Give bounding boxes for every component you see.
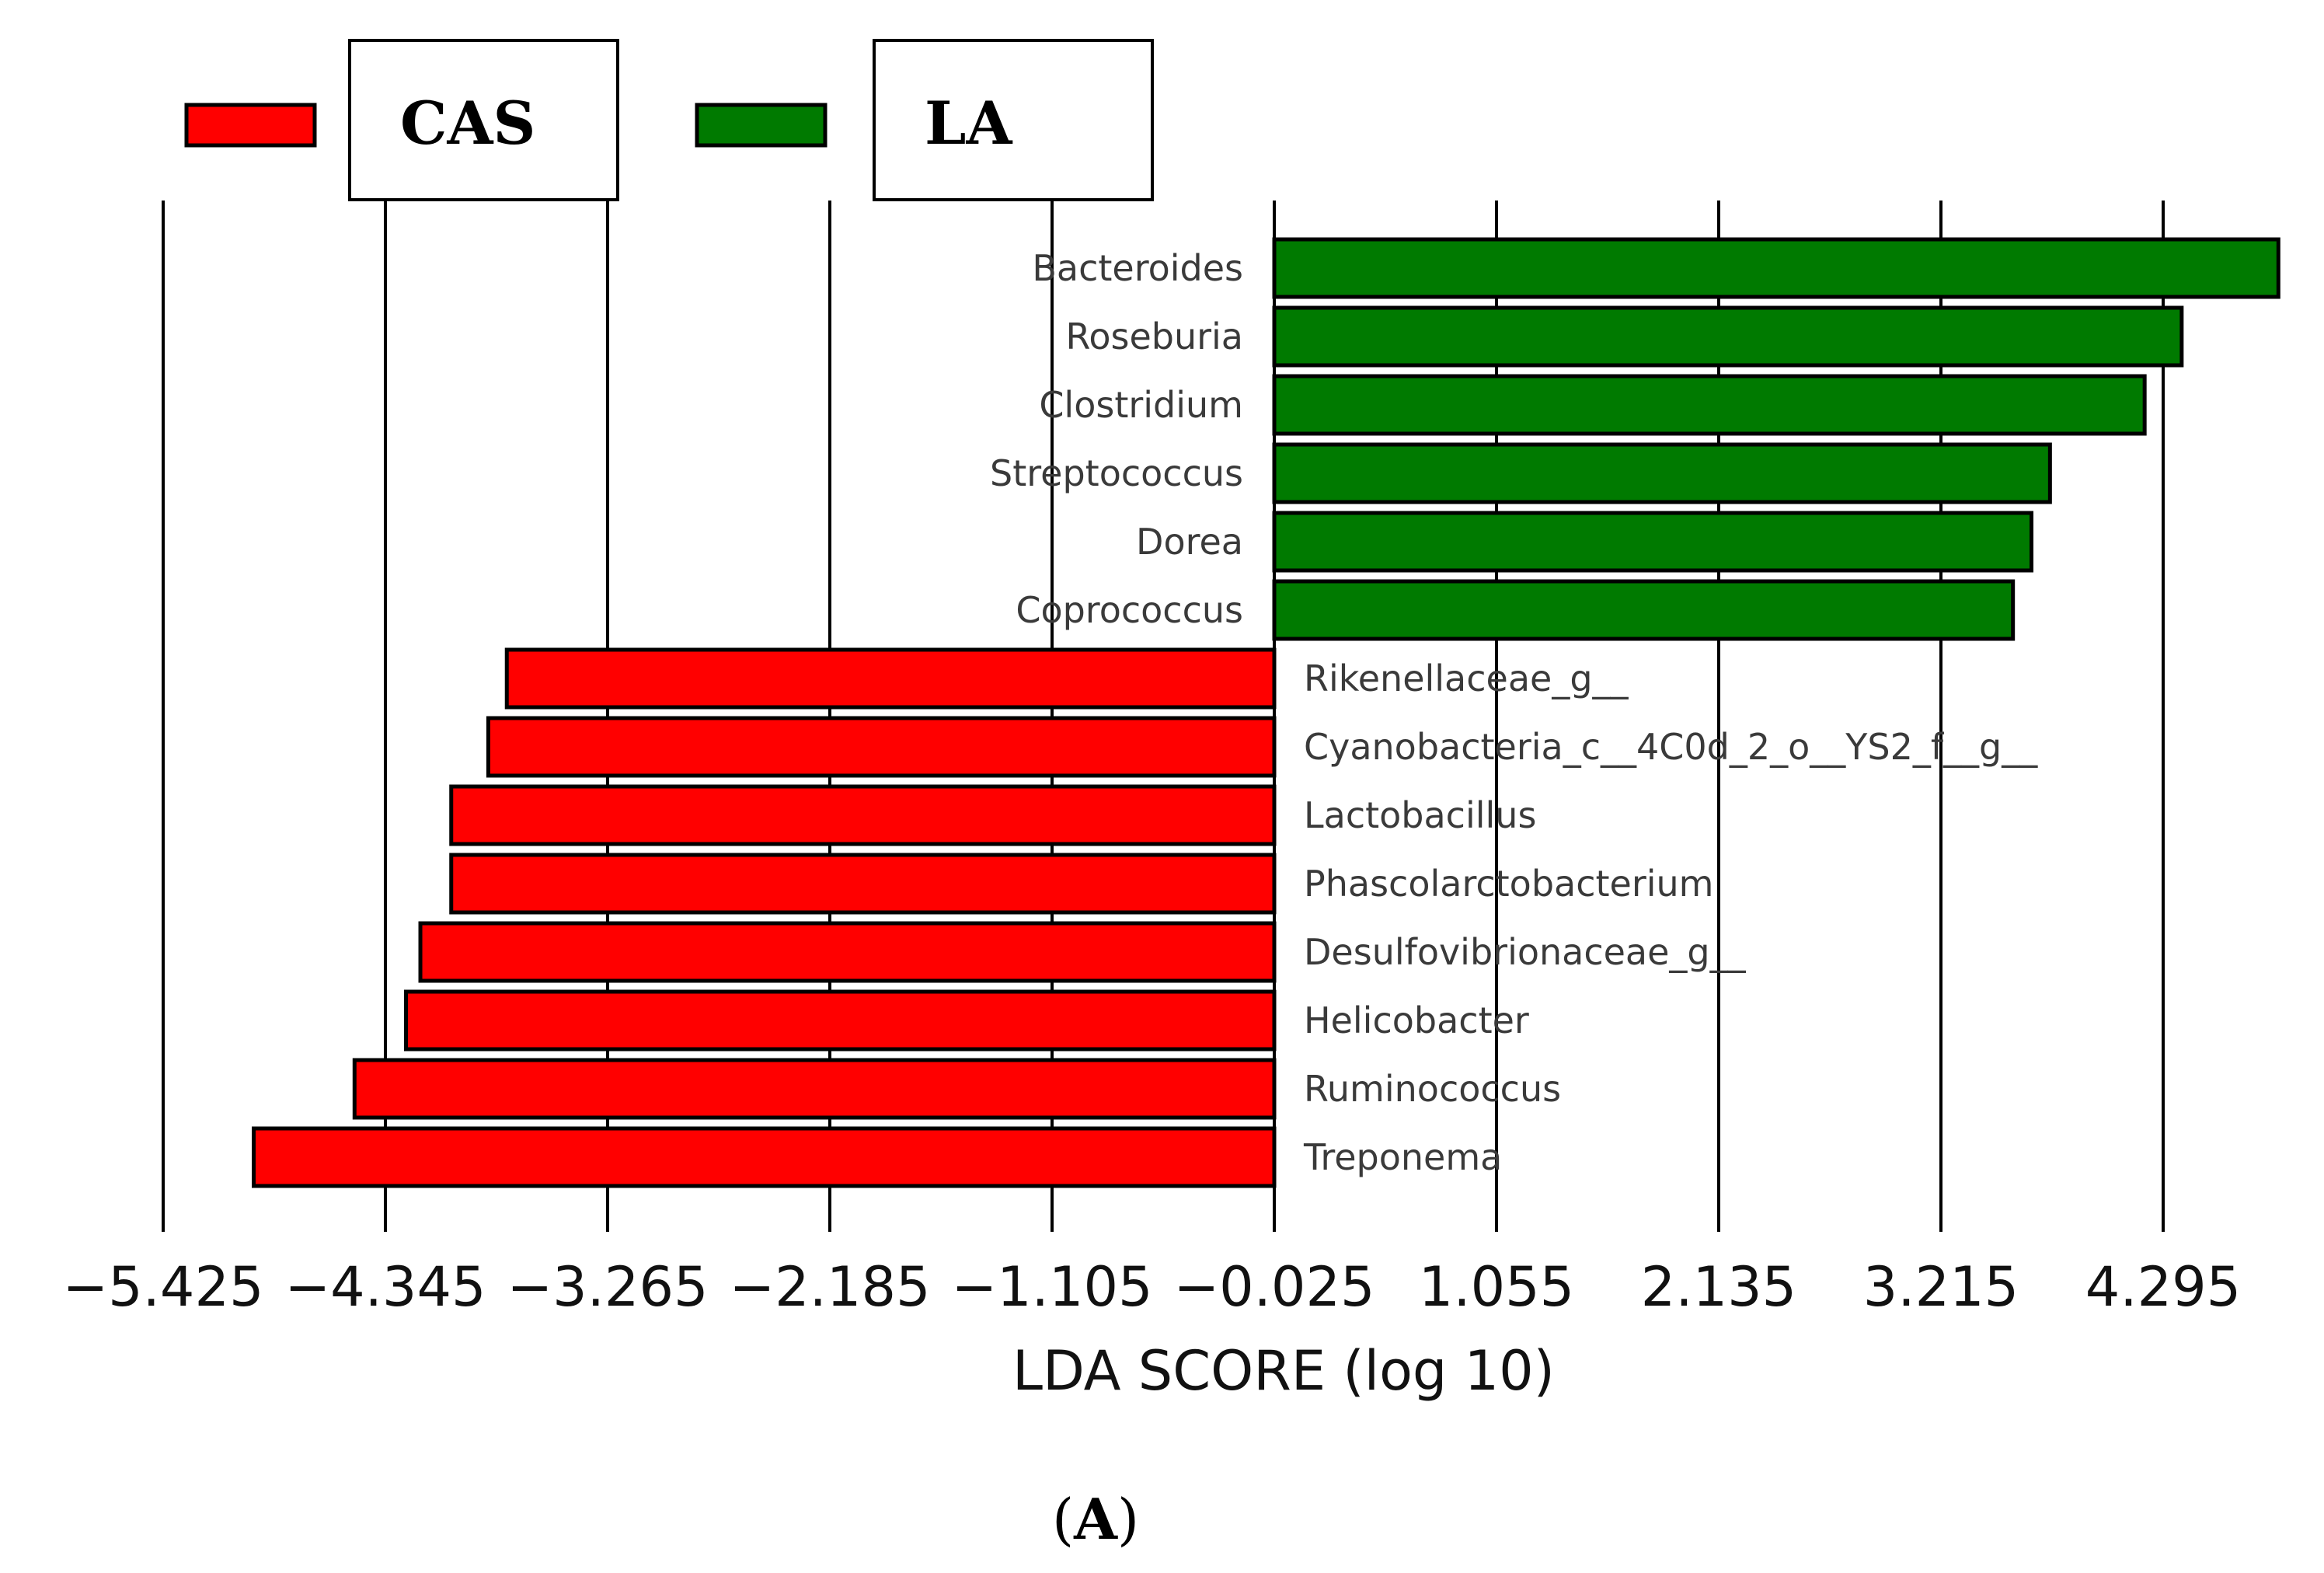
x-tick-label: 4.295 (2085, 1255, 2241, 1319)
category-label: Cyanobacteria_c__4C0d_2_o__YS2_f__g__ (1304, 726, 2038, 768)
x-axis-title: LDA SCORE (log 10) (1012, 1339, 1555, 1403)
bar-dorea (1272, 511, 2034, 573)
x-tick-label: 1.055 (1419, 1255, 1574, 1319)
x-tick-label: −2.185 (729, 1255, 930, 1319)
x-tick-label: −4.345 (284, 1255, 486, 1319)
category-label: Streptococcus (990, 452, 1243, 494)
category-labels: Bacteroides Roseburia Clostridium Streptoco… (990, 247, 2038, 1178)
x-tick-label: 3.215 (1863, 1255, 2019, 1319)
bar-lactobacillus (449, 784, 1277, 846)
bar-clostridium (1272, 374, 2147, 436)
x-tick-label: −1.105 (951, 1255, 1152, 1319)
category-label: Treponema (1303, 1136, 1502, 1178)
bar-roseburia (1272, 305, 2184, 368)
bar-helicobacter (403, 989, 1277, 1052)
bar-bacteroides (1272, 237, 2280, 299)
category-label: Ruminococcus (1304, 1068, 1561, 1110)
category-label: Clostridium (1039, 384, 1243, 426)
category-label: Bacteroides (1032, 247, 1243, 289)
bars (252, 237, 2280, 1188)
category-label: Helicobacter (1304, 999, 1529, 1041)
category-label: Dorea (1136, 521, 1243, 563)
legend-box-la (873, 39, 1154, 201)
panel-label: (A) (1052, 1486, 1139, 1552)
x-tick-label: −5.425 (62, 1255, 263, 1319)
x-tick-label: −0.025 (1173, 1255, 1375, 1319)
legend-swatch-la (695, 103, 828, 148)
bar-treponema (252, 1126, 1277, 1188)
bar-cyanobacteria-c-4c0d-2-o-ys2-f-g (486, 716, 1277, 778)
category-label: Rikenellaceae_g__ (1304, 657, 1629, 699)
legend-label-la: LA (925, 89, 1012, 158)
legend-box-cas (348, 39, 619, 201)
x-tick-label: −3.265 (507, 1255, 708, 1319)
x-tick-labels: −5.425 −4.345 −3.265 −2.185 −1.105 −0.025 1.05… (62, 1255, 2241, 1319)
bar-desulfovibrionaceae-g (418, 921, 1277, 983)
x-tick-label: 2.135 (1641, 1255, 1796, 1319)
bar-phascolarctobacterium (449, 853, 1277, 915)
legend-swatch-cas (184, 103, 317, 148)
bar-streptococcus (1272, 442, 2052, 504)
bar-rikenellaceae-g (504, 647, 1277, 710)
category-label: Coprococcus (1016, 589, 1243, 631)
category-label: Phascolarctobacterium (1304, 863, 1714, 905)
legend: CAS LA (184, 39, 1154, 201)
category-label: Desulfovibrionaceae_g__ (1304, 931, 1747, 973)
legend-label-cas: CAS (400, 89, 535, 158)
bar-coprococcus (1272, 579, 2016, 641)
category-label: Roseburia (1065, 316, 1243, 358)
category-label: Lactobacillus (1304, 794, 1536, 836)
bar-ruminococcus (352, 1058, 1277, 1120)
